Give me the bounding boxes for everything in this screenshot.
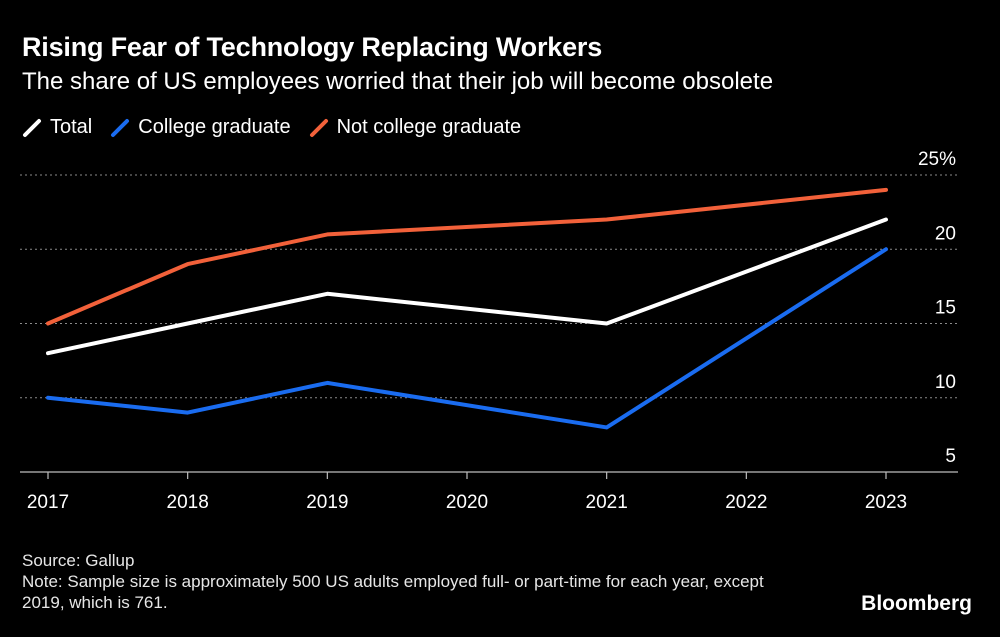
x-tick-label-2018: 2018 (167, 492, 209, 513)
legend-swatch-2 (309, 118, 328, 137)
line-chart: 5 10 15 20 25% 2017 2018 2019 2020 2021 2022 2023 (20, 149, 958, 513)
series-line-college-graduate (46, 247, 888, 430)
y-tick-label-25: 25% (918, 149, 956, 170)
legend-label-1: College graduate (138, 116, 291, 138)
series-line-not-college-graduate (46, 187, 888, 326)
legend-swatch-1 (111, 118, 130, 137)
chart-subtitle: The share of US employees worried that t… (22, 68, 774, 95)
legend-item-1: College graduate (110, 116, 291, 139)
legend-item-0: Total (22, 116, 92, 139)
y-tick-label-10: 10 (935, 372, 956, 393)
legend-label-0: Total (50, 116, 93, 138)
bloomberg-logo: Bloomberg (861, 592, 972, 615)
y-tick-label-20: 20 (935, 223, 956, 244)
legend-label-2: Not college graduate (336, 116, 522, 138)
source-note: Source: Gallup (22, 551, 135, 570)
y-tick-label-5: 5 (945, 446, 956, 467)
legend-swatch-0 (23, 118, 41, 137)
x-tick-label-2021: 2021 (586, 492, 628, 513)
footer: Source: Gallup Note: Sample size is appr… (22, 550, 802, 613)
chart-title: Rising Fear of Technology Replacing Work… (22, 32, 603, 62)
legend-item-2: Not college graduate (309, 116, 522, 139)
y-tick-label-15: 15 (935, 298, 956, 319)
x-tick-label-2017: 2017 (27, 492, 69, 513)
x-tick-label-2020: 2020 (446, 492, 488, 513)
legend: Total College graduate Not college graduat… (22, 116, 521, 139)
x-tick-label-2019: 2019 (306, 492, 348, 513)
sample-note: Note: Sample size is approximately 500 U… (22, 572, 764, 612)
x-tick-label-2022: 2022 (725, 492, 767, 513)
x-tick-label-2023: 2023 (865, 492, 907, 513)
series-line-total (46, 217, 888, 356)
